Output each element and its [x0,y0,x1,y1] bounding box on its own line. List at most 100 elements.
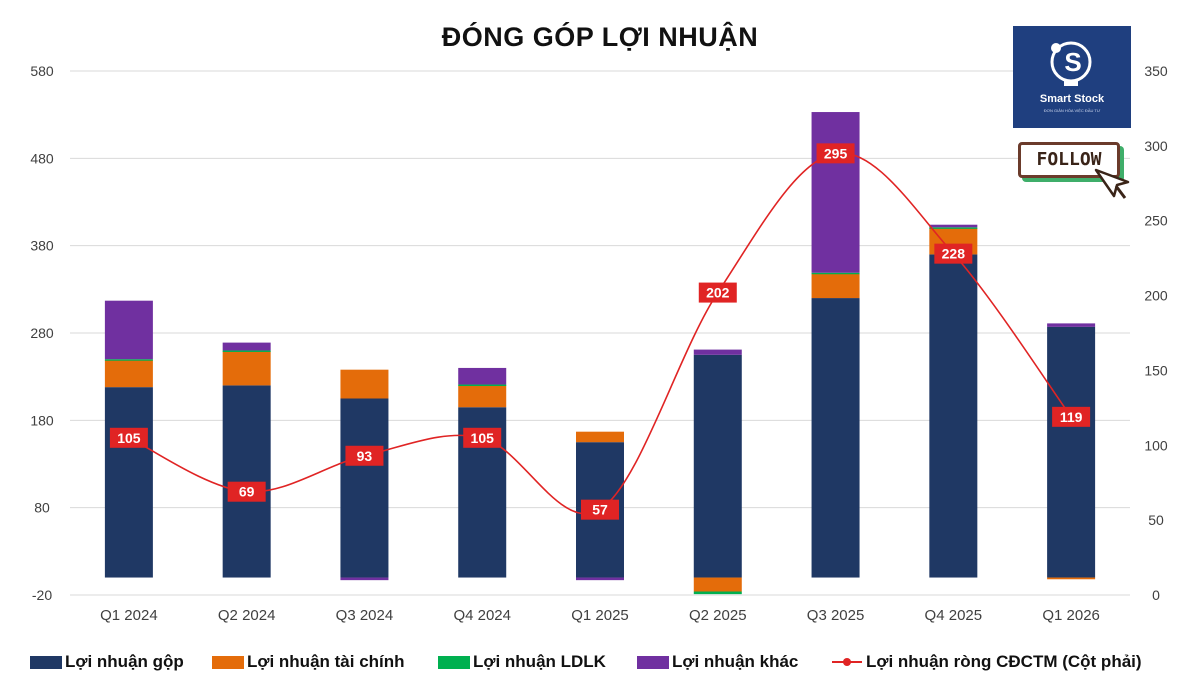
data-label: 105 [117,430,141,446]
x-tick-label: Q4 2024 [453,607,511,624]
data-labels: 105 69 93 105 57 202 295 228 119 [109,143,1091,520]
bar-segment [222,351,271,386]
legend-item: Lợi nhuận khác [637,648,798,676]
x-tick-label: Q1 2024 [100,607,158,624]
data-label: 93 [357,448,373,464]
bar-segment [693,349,742,355]
y-left-tick-label: 580 [30,63,54,79]
bulb-icon: S [1050,41,1092,86]
legend-swatch [832,655,862,669]
legend-label: Lợi nhuận gộp [65,652,184,671]
bar-segment [811,112,860,273]
y-right-tick-label: 300 [1144,138,1168,154]
data-label-box [109,427,148,448]
bar-segment [340,577,389,581]
legend-label: Lợi nhuận LDLK [473,652,606,671]
legend-label: Lợi nhuận ròng CĐCTM (Cột phải) [866,652,1142,671]
y-right-tick-label: 0 [1152,587,1160,603]
bar-segment [340,398,389,578]
bar-segment [458,385,507,408]
data-label-box [698,282,737,303]
data-label: 202 [706,285,730,301]
legend-swatch [637,655,669,669]
y-right-tick-label: 100 [1144,437,1168,453]
legend-label: Lợi nhuận tài chính [247,652,405,671]
y-left-tick-label: 280 [30,325,54,341]
cursor-icon [1094,168,1130,199]
y-left-tick-label: 80 [34,500,50,516]
bar-segment [811,272,860,275]
data-label: 295 [824,145,848,161]
data-label: 105 [471,430,495,446]
x-tick-label: Q2 2025 [689,607,747,624]
follow-label: FOLLOW [1036,149,1102,170]
bar-segment [104,387,153,578]
x-tick-label: Q2 2024 [218,607,276,624]
bar-segment [929,224,978,228]
logo-name: Smart Stock [1039,93,1105,105]
bar-segment [693,591,742,595]
bar-segment [104,360,153,388]
legend-item: Lợi nhuận LDLK [438,648,606,676]
chart-title: ĐÓNG GÓP LỢI NHUẬN [441,22,759,52]
bar-segment [104,300,153,360]
data-label-box [581,499,619,520]
data-label: 119 [1060,409,1083,425]
x-tick-label: Q4 2025 [925,607,983,624]
bar-segment [222,350,271,352]
legend-swatch [212,655,244,669]
bar-segment [104,359,153,361]
bar-segment [1047,577,1096,580]
y-right-tick-label: 200 [1144,288,1168,304]
data-label: 57 [592,502,608,518]
bar-segment [929,254,978,578]
y-right-tick-label: 50 [1148,512,1164,528]
y-right-tick-label: 250 [1144,213,1168,229]
legend-swatch [30,655,62,669]
x-tick-label: Q1 2026 [1042,607,1100,624]
net-profit-line [128,152,1072,515]
bar-segment [811,298,860,578]
bar-segment [458,384,507,387]
bar-segment [693,577,742,592]
bar-segment [811,273,860,299]
bar-segment [222,385,271,578]
legend-item: Lợi nhuận ròng CĐCTM (Cột phải) [832,648,1142,676]
data-label-box [934,243,973,264]
x-tick-label: Q1 2025 [571,607,629,624]
bar-segment [222,342,271,351]
data-label-box [816,143,855,164]
bar-segment [576,431,624,443]
y-left-tick-label: 380 [30,238,54,254]
follow-badge[interactable]: FOLLOW [1010,138,1130,200]
bar-segment [1047,323,1096,327]
logo-tagline: ĐƠN GIẢN HÓA VIỆC ĐẦU TƯ [1043,108,1101,113]
y-left-tick-label: 480 [30,150,54,166]
y-left-tick-label: 180 [30,412,54,428]
legend-label: Lợi nhuận khác [672,652,799,671]
smart-stock-logo: S Smart Stock ĐƠN GIẢN HÓA VIỆC ĐẦU TƯ [1013,26,1131,128]
bar-segment [340,369,389,399]
axes: -20 80 180 280 380 480 580 0 50 100 150 200 250 300 35… [30,63,1168,624]
x-tick-label: Q3 2024 [336,607,394,624]
legend-item: Lợi nhuận gộp [30,648,184,676]
legend-item: Lợi nhuận tài chính [212,648,405,676]
bar-segment [929,227,978,229]
y-right-tick-label: 350 [1144,63,1168,79]
svg-text:S: S [1064,47,1081,77]
data-label: 69 [239,484,255,500]
data-label: 228 [942,246,966,262]
net-profit-curve [128,152,1072,515]
y-right-tick-label: 150 [1144,362,1168,378]
bar-segment [458,367,507,385]
x-tick-label: Q3 2025 [807,607,865,624]
data-label-box [1052,406,1091,427]
bar-segment [576,577,624,581]
legend: Lợi nhuận gộp Lợi nhuận tài chính Lợi nhuậ… [0,648,1200,676]
bar-segment [693,354,742,578]
bars [104,112,1096,595]
follow-button[interactable]: FOLLOW [1018,142,1120,178]
y-left-tick-label: -20 [32,587,52,603]
